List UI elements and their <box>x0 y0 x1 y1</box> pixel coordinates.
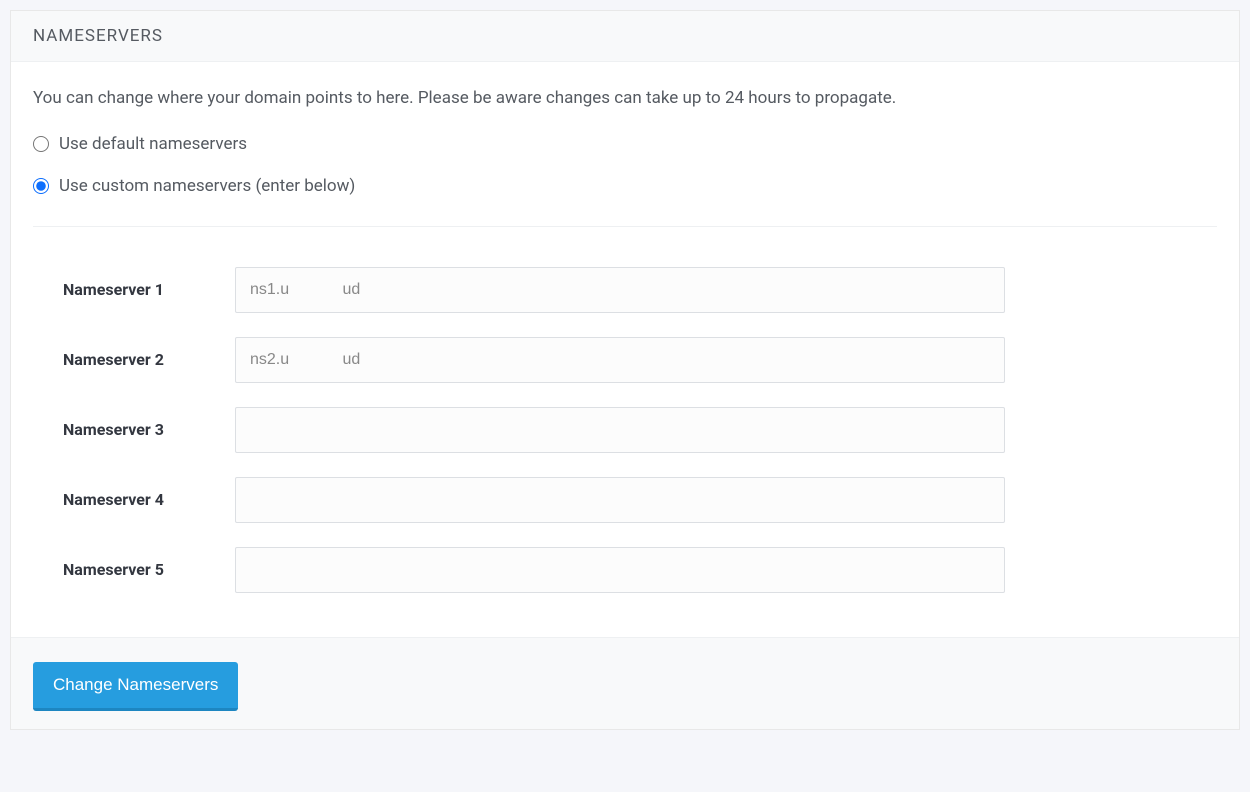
nameserver-row-1: Nameserver 1 <box>63 267 1217 313</box>
divider <box>33 226 1217 227</box>
panel-header: NAMESERVERS <box>11 11 1239 62</box>
nameserver-4-label: Nameserver 4 <box>63 490 235 509</box>
nameserver-row-3: Nameserver 3 <box>63 407 1217 453</box>
nameserver-row-5: Nameserver 5 <box>63 547 1217 593</box>
nameserver-1-input[interactable] <box>235 267 1005 313</box>
nameserver-3-input[interactable] <box>235 407 1005 453</box>
nameserver-2-label: Nameserver 2 <box>63 350 235 369</box>
nameserver-row-4: Nameserver 4 <box>63 477 1217 523</box>
nameserver-4-input[interactable] <box>235 477 1005 523</box>
panel-body: You can change where your domain points … <box>11 62 1239 637</box>
nameserver-5-label: Nameserver 5 <box>63 560 235 579</box>
radio-default-label[interactable]: Use default nameservers <box>59 134 247 154</box>
nameservers-panel: NAMESERVERS You can change where your do… <box>10 10 1240 730</box>
change-nameservers-button[interactable]: Change Nameservers <box>33 662 238 711</box>
panel-footer: Change Nameservers <box>11 637 1239 729</box>
nameserver-form: Nameserver 1 Nameserver 2 Nameserver 3 N… <box>33 267 1217 637</box>
nameserver-row-2: Nameserver 2 <box>63 337 1217 383</box>
panel-description: You can change where your domain points … <box>33 86 1217 112</box>
nameserver-3-label: Nameserver 3 <box>63 420 235 439</box>
radio-default-option[interactable]: Use default nameservers <box>33 134 1217 154</box>
radio-custom-label[interactable]: Use custom nameservers (enter below) <box>59 176 355 196</box>
nameserver-1-label: Nameserver 1 <box>63 280 235 299</box>
radio-custom-option[interactable]: Use custom nameservers (enter below) <box>33 176 1217 196</box>
nameserver-mode-group: Use default nameservers Use custom names… <box>33 134 1217 196</box>
radio-custom-input[interactable] <box>33 178 49 194</box>
nameserver-2-input[interactable] <box>235 337 1005 383</box>
panel-title: NAMESERVERS <box>33 26 1217 46</box>
radio-default-input[interactable] <box>33 136 49 152</box>
nameserver-5-input[interactable] <box>235 547 1005 593</box>
